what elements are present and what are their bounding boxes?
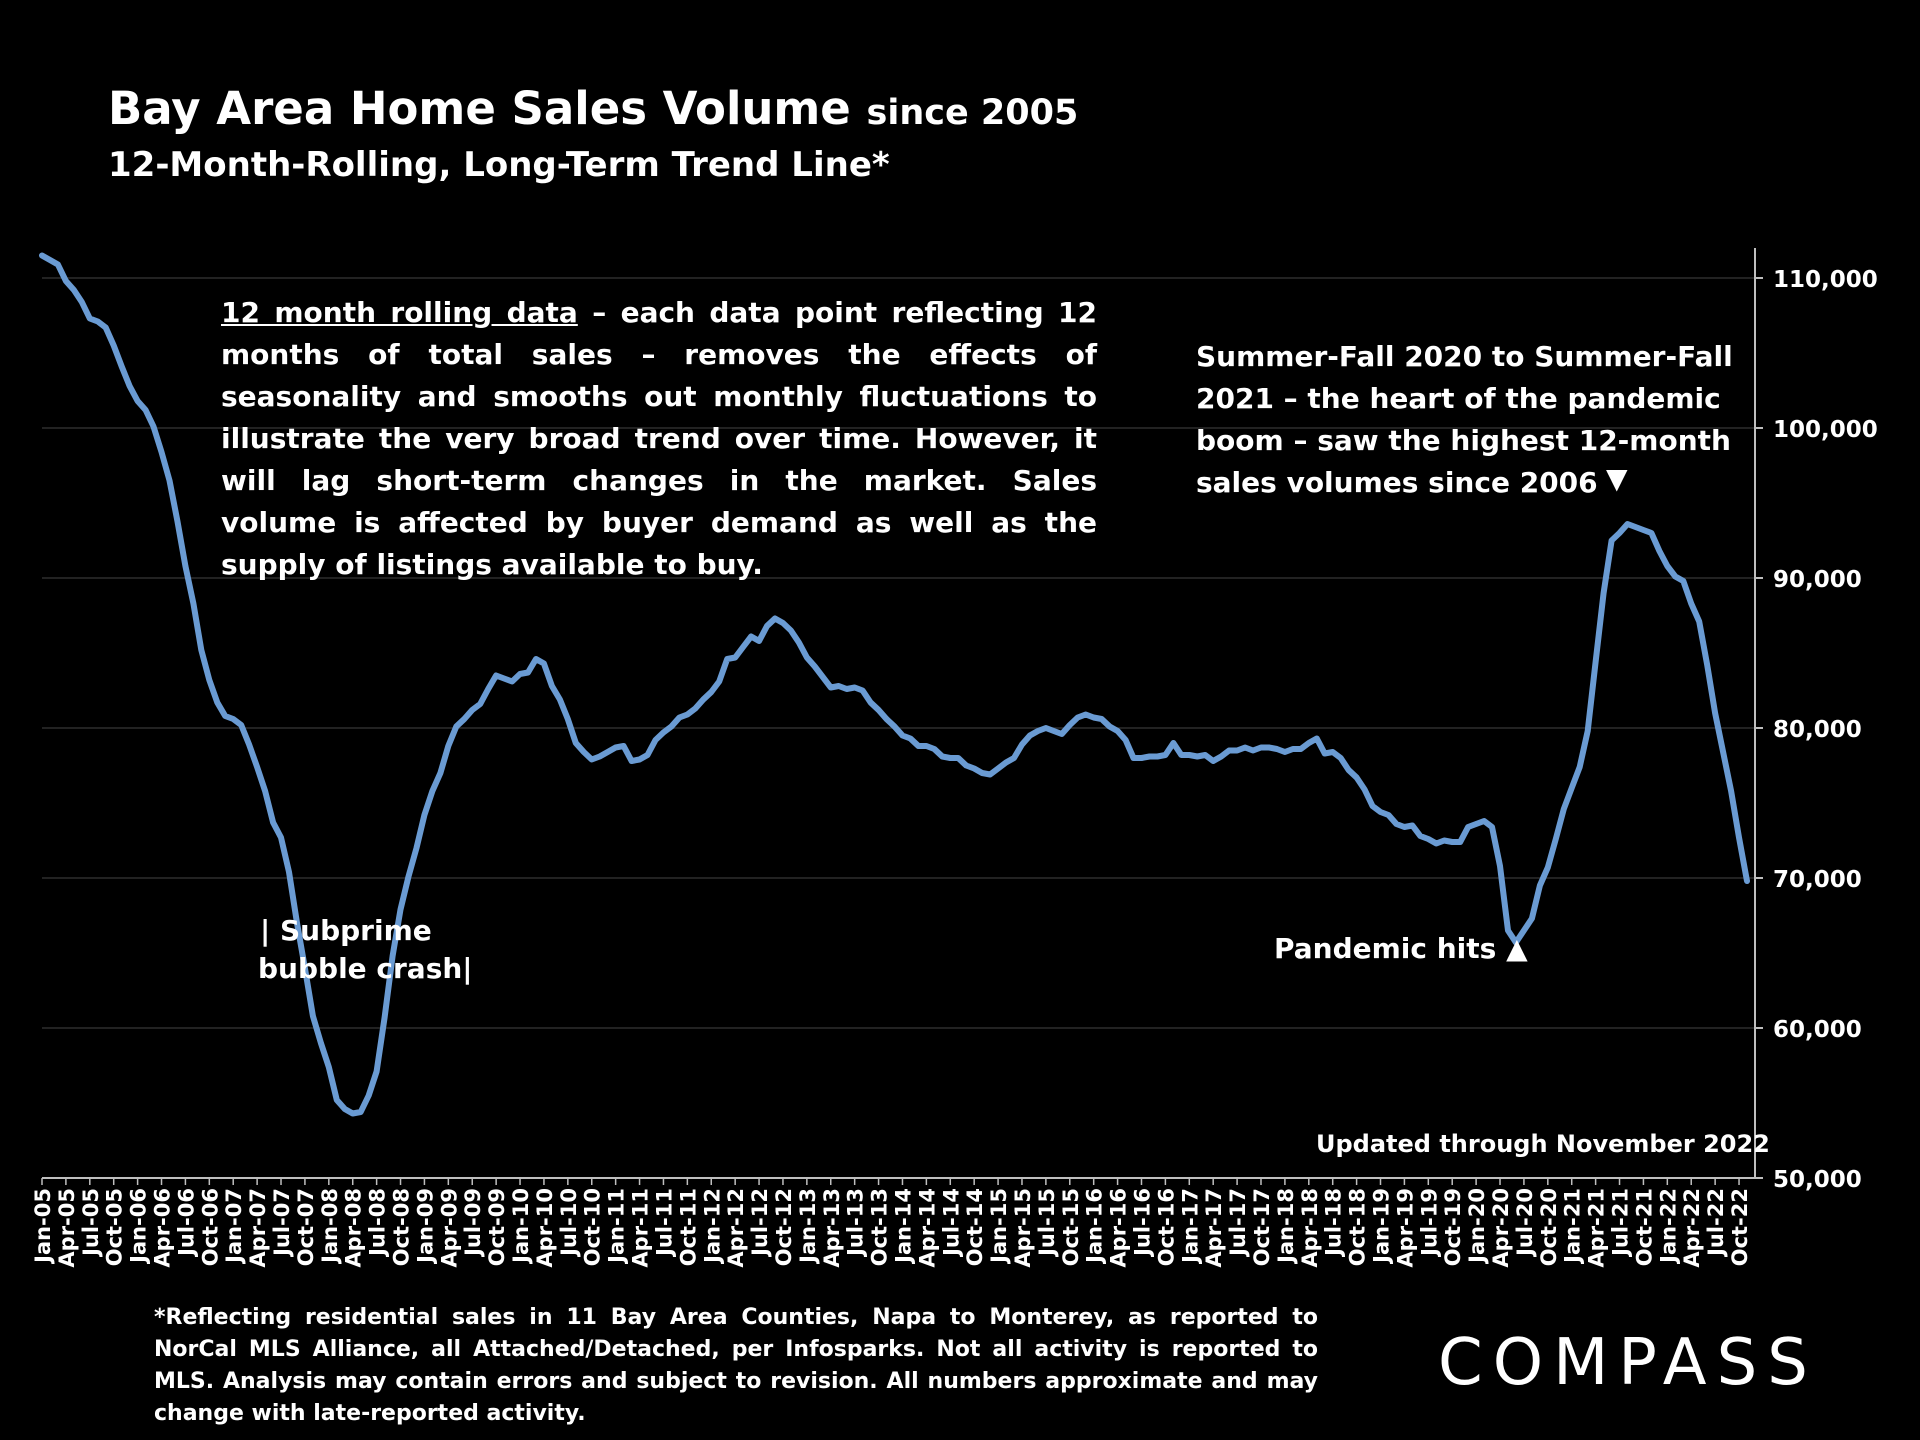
x-tick-label: Oct-17 [1250,1188,1274,1266]
x-tick-label: Oct-11 [676,1188,700,1266]
x-tick-label: Oct-19 [1441,1188,1465,1266]
x-tick-label: Jul-15 [1035,1188,1059,1258]
x-tick-label: Jan-10 [509,1188,533,1265]
x-tick-label: Jan-19 [1370,1188,1394,1265]
x-tick-label: Oct-15 [1059,1188,1083,1266]
chart-title: Bay Area Home Sales Volume since 2005 [108,82,1078,135]
x-tick-label: Jan-16 [1083,1188,1107,1265]
footnote: *Reflecting residential sales in 11 Bay … [154,1305,1318,1426]
rolling-data-note: 12 month rolling data – each data point … [221,292,1097,586]
updated-note: Updated through November 2022 [1316,1130,1770,1158]
rolling-data-note-body: – each data point reflecting 12 months o… [221,296,1097,581]
x-tick-label: Jul-14 [939,1188,963,1258]
x-tick-label: Apr-16 [1107,1188,1131,1268]
x-tick-label: Oct-21 [1632,1188,1656,1266]
subprime-label-line2: bubble crash| [258,952,473,985]
x-tick-label: Jul-05 [79,1188,103,1258]
x-tick-label: Jan-13 [796,1188,820,1265]
x-tick-label: Apr-13 [820,1188,844,1268]
y-tick-label: 60,000 [1773,1017,1862,1043]
x-tick-label: Apr-21 [1585,1188,1609,1268]
x-tick-label: Jul-16 [1130,1188,1154,1258]
pandemic-boom-note-text: Summer-Fall 2020 to Summer-Fall 2021 – t… [1196,340,1733,499]
x-tick-label: Jul-13 [844,1188,868,1258]
x-tick-label: Jan-06 [127,1188,151,1265]
y-tick-label: 90,000 [1773,567,1862,593]
x-tick-label: Jul-17 [1226,1188,1250,1258]
x-tick-label: Jul-18 [1322,1188,1346,1258]
x-tick-label: Apr-09 [437,1188,461,1268]
x-tick-label: Apr-10 [533,1188,557,1268]
x-tick-label: Oct-07 [294,1188,318,1266]
x-tick-label: Apr-06 [151,1188,175,1268]
y-tick-label: 50,000 [1773,1167,1862,1193]
x-tick-label: Jan-18 [1274,1188,1298,1265]
x-tick-label: Apr-11 [629,1188,653,1268]
x-tick-label: Jan-09 [413,1188,437,1265]
x-tick-label: Jan-12 [700,1188,724,1265]
x-tick-label: Oct-06 [198,1188,222,1266]
x-tick-label: Jul-07 [270,1188,294,1258]
x-tick-label: Jul-08 [366,1188,390,1258]
x-tick-label: Jul-10 [557,1188,581,1258]
x-tick-label: Apr-05 [55,1188,79,1268]
pandemic-boom-note: Summer-Fall 2020 to Summer-Fall 2021 – t… [1196,336,1736,504]
x-tick-label: Jan-20 [1465,1188,1489,1265]
x-tick-label: Oct-05 [103,1188,127,1266]
x-tick-label: Oct-12 [772,1188,796,1266]
x-tick-label: Jan-14 [891,1188,915,1265]
x-tick-label: Oct-22 [1728,1188,1752,1266]
axis-ticks: 50,000 60,000 70,000 80,000 90,000 100,000 110… [31,267,1878,1268]
x-tick-label: Oct-14 [963,1188,987,1266]
subprime-label-line1: | Subprime [260,914,432,947]
x-tick-label: Jan-08 [318,1188,342,1265]
title-suffix: since 2005 [866,93,1079,133]
x-tick-label: Apr-18 [1298,1188,1322,1268]
x-tick-label: Oct-13 [868,1188,892,1266]
x-tick-label: Oct-20 [1537,1188,1561,1266]
x-tick-label: Apr-20 [1489,1188,1513,1268]
title-main: Bay Area Home Sales Volume [108,82,851,135]
compass-logo: COMPASS [1438,1326,1818,1400]
down-triangle-marker: ▼ [1606,462,1628,495]
y-tick-label: 80,000 [1773,717,1862,743]
x-tick-label: Oct-08 [390,1188,414,1266]
x-tick-label: Jan-07 [222,1188,246,1265]
x-tick-label: Jul-11 [652,1188,676,1258]
x-tick-label: Apr-07 [246,1188,270,1268]
x-tick-label: Oct-18 [1346,1188,1370,1266]
x-tick-label: Apr-15 [1011,1188,1035,1268]
x-tick-label: Oct-10 [581,1188,605,1266]
x-tick-label: Apr-19 [1393,1188,1417,1268]
x-tick-label: Apr-08 [342,1188,366,1268]
pandemic-hits-label: Pandemic hits ▲ [1274,932,1528,965]
x-tick-label: Jul-21 [1609,1188,1633,1258]
x-tick-label: Jul-22 [1704,1188,1728,1258]
x-tick-label: Jan-05 [31,1188,55,1265]
y-tick-label: 100,000 [1773,417,1878,443]
x-tick-label: Jan-21 [1561,1188,1585,1265]
y-tick-label: 110,000 [1773,267,1878,293]
x-tick-label: Apr-22 [1680,1188,1704,1268]
x-tick-label: Apr-17 [1202,1188,1226,1268]
x-tick-label: Oct-09 [485,1188,509,1266]
x-tick-label: Jan-22 [1656,1188,1680,1265]
x-tick-label: Jan-15 [987,1188,1011,1265]
x-tick-label: Jul-19 [1417,1188,1441,1258]
x-tick-label: Jul-20 [1513,1188,1537,1258]
sales-volume-line [39,252,1750,1117]
y-tick-label: 70,000 [1773,867,1862,893]
x-tick-label: Apr-12 [724,1188,748,1268]
x-tick-label: Jan-17 [1178,1188,1202,1265]
x-tick-label: Jul-09 [461,1188,485,1258]
x-tick-label: Jul-12 [748,1188,772,1258]
chart-subtitle: 12-Month-Rolling, Long-Term Trend Line* [108,145,890,185]
x-tick-label: Jan-11 [605,1188,629,1265]
rolling-data-note-heading: 12 month rolling data [221,296,578,329]
x-tick-label: Oct-16 [1154,1188,1178,1266]
x-tick-label: Apr-14 [915,1188,939,1268]
x-tick-label: Jul-06 [174,1188,198,1258]
